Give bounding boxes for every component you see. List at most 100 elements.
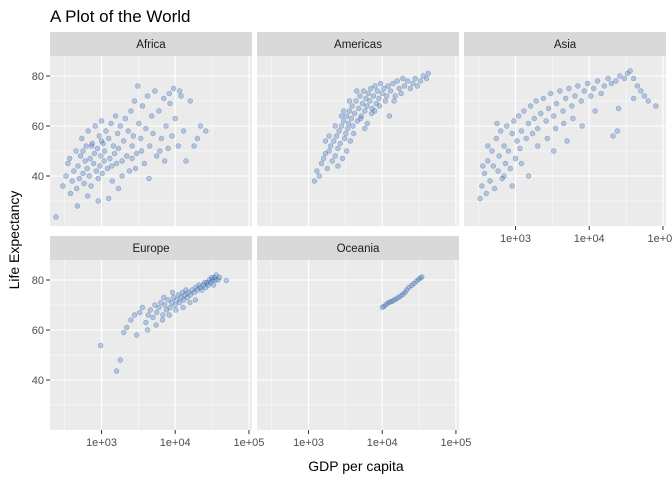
data-point <box>529 130 536 137</box>
facet-strip <box>50 32 252 56</box>
data-point <box>581 88 588 94</box>
x-axes: 1e+03 1e+04 1e+05 1e+03 1e+04 1e+05 1e+03 1e+04… <box>86 226 672 449</box>
data-point <box>400 75 406 82</box>
data-point <box>98 153 104 159</box>
x-tick-label: 1e+04 <box>367 437 398 449</box>
data-point <box>112 113 119 119</box>
data-point <box>115 185 122 192</box>
data-point <box>110 143 117 149</box>
data-point <box>391 297 397 303</box>
data-point <box>170 85 177 92</box>
data-point <box>512 155 519 162</box>
panel-background <box>464 56 666 226</box>
data-point <box>383 301 389 308</box>
data-point <box>178 93 184 99</box>
data-point <box>557 88 563 94</box>
data-point <box>183 158 189 164</box>
data-point <box>641 93 648 99</box>
data-point <box>348 115 354 122</box>
data-point <box>175 143 182 149</box>
data-point <box>547 90 554 97</box>
data-point <box>161 95 167 102</box>
data-point <box>531 115 537 122</box>
data-point <box>491 185 498 192</box>
facet-europe: Europe <box>50 236 252 430</box>
data-point <box>170 294 177 301</box>
data-point <box>108 120 114 127</box>
data-point <box>88 183 94 189</box>
data-point <box>182 292 188 298</box>
data-point <box>480 163 486 169</box>
data-point <box>538 110 544 117</box>
data-point <box>354 88 360 94</box>
data-point <box>396 85 402 92</box>
data-point <box>124 324 130 331</box>
data-point <box>402 289 408 296</box>
y-tick-label: 80 <box>32 275 44 287</box>
data-point <box>99 170 105 177</box>
data-point <box>534 143 541 149</box>
data-point <box>67 190 74 197</box>
facet-strip <box>50 236 252 260</box>
data-point <box>196 282 202 288</box>
data-point <box>145 312 151 318</box>
data-point <box>120 329 127 336</box>
data-point <box>394 78 400 84</box>
data-point <box>372 83 378 89</box>
data-point <box>562 95 569 102</box>
data-point <box>80 148 86 154</box>
data-point <box>550 113 557 119</box>
data-point <box>213 272 219 278</box>
data-point <box>338 113 345 119</box>
data-point <box>180 297 187 303</box>
data-point <box>344 148 350 154</box>
data-point <box>362 108 368 114</box>
x-tick-label: 1e+03 <box>293 437 324 449</box>
data-point <box>584 80 591 87</box>
data-point <box>385 83 391 89</box>
data-point <box>119 158 125 164</box>
data-point <box>73 148 79 154</box>
data-point <box>483 190 489 197</box>
data-point <box>332 123 338 129</box>
facet-panels: Africa Americas Asia Europe Oceania <box>50 32 666 430</box>
data-point <box>336 128 342 134</box>
data-point <box>124 153 130 159</box>
data-point <box>90 160 97 167</box>
data-point <box>338 123 345 129</box>
data-point <box>331 138 337 144</box>
data-point <box>578 98 584 104</box>
data-point <box>144 327 151 333</box>
data-point <box>543 118 549 124</box>
x-tick-label: 1e+03 <box>500 233 531 245</box>
data-point <box>191 143 197 149</box>
data-point <box>203 284 209 291</box>
data-point <box>65 160 71 167</box>
data-point <box>392 93 398 99</box>
data-point <box>391 98 397 104</box>
data-point <box>523 135 529 142</box>
y-tick-label: 60 <box>32 325 44 337</box>
data-point <box>379 304 386 310</box>
data-point <box>134 332 140 338</box>
data-point <box>84 193 91 199</box>
data-point <box>107 155 113 162</box>
data-point <box>341 118 347 124</box>
data-point <box>207 279 214 286</box>
data-point <box>494 120 500 127</box>
data-point <box>117 123 124 129</box>
x-tick-label: 1e+05 <box>233 437 264 449</box>
data-point <box>66 155 73 162</box>
data-point <box>146 175 152 182</box>
data-point <box>98 138 105 144</box>
data-point <box>594 78 601 84</box>
data-point <box>81 180 87 187</box>
data-point <box>345 125 351 132</box>
data-point <box>349 103 355 109</box>
data-point <box>177 88 183 94</box>
data-point <box>101 148 108 154</box>
data-point <box>358 115 364 122</box>
data-point <box>117 357 124 363</box>
data-point <box>162 158 168 164</box>
